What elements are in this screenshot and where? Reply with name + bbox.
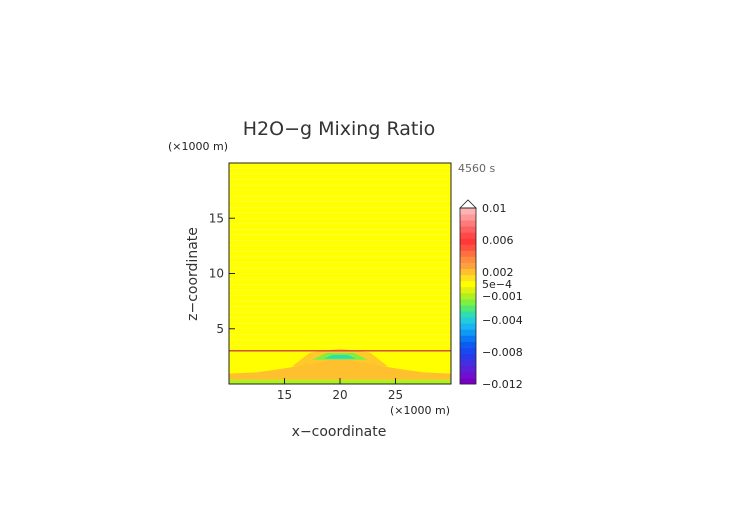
x-tick-label: 20	[332, 388, 347, 402]
colorbar-segment	[460, 214, 476, 221]
colorbar-segment	[460, 377, 476, 385]
colorbar-segment	[460, 299, 476, 306]
colorbar-segment	[460, 292, 476, 300]
colorbar-segment	[460, 347, 476, 354]
x-tick-label: 25	[388, 388, 403, 402]
colorbar-segment	[460, 280, 476, 288]
colorbar-segment	[460, 371, 476, 379]
colorbar-tick-label: 0.01	[482, 202, 507, 215]
colorbar-segment	[460, 286, 476, 294]
colorbar-segment	[460, 232, 476, 239]
colorbar-segment	[460, 268, 476, 276]
colorbar-segment	[460, 323, 476, 330]
colorbar-tick-label: −0.008	[482, 346, 523, 359]
colorbar-segment	[460, 353, 476, 361]
colorbar-tick-label: 0.006	[482, 234, 514, 247]
colorbar-segment	[460, 359, 476, 367]
colorbar-segment	[460, 250, 476, 257]
y-tick-label: 15	[209, 211, 224, 225]
x-unit-label: (×1000 m)	[390, 404, 450, 417]
colorbar-segment	[460, 256, 476, 263]
colorbar-segment	[460, 335, 476, 342]
colorbar-extension	[459, 199, 477, 209]
y-axis-ticks: 5 10 15	[209, 211, 235, 336]
x-axis-ticks: 15 20 25	[277, 378, 403, 402]
colorbar-segment	[460, 341, 476, 348]
chart-title: H2O−g Mixing Ratio	[243, 118, 435, 140]
colorbar-segment	[460, 244, 476, 251]
y-unit-label: (×1000 m)	[168, 140, 228, 153]
colorbar-segment	[460, 365, 476, 373]
y-tick-label: 5	[216, 322, 224, 336]
colorbar-tick-label: −0.004	[482, 314, 523, 327]
colorbar-segment	[460, 329, 476, 336]
colorbar-segment	[460, 305, 476, 312]
colorbar-segment	[460, 274, 476, 282]
colorbar-tick-label: 5e−4	[482, 278, 512, 291]
y-axis-label: z−coordinate	[185, 227, 201, 321]
x-tick-label: 15	[277, 388, 292, 402]
x-axis-label: x−coordinate	[292, 424, 387, 440]
colorbar-segment	[460, 226, 476, 233]
plot-area	[228, 162, 452, 385]
colorbar-segment	[460, 262, 476, 269]
colorbar-segment	[460, 311, 476, 318]
colorbar-tick-label: −0.012	[482, 378, 523, 391]
cold-core-inner	[324, 355, 356, 359]
time-label: 4560 s	[458, 162, 495, 175]
colorbar-segment	[460, 208, 476, 215]
boundary-layer	[229, 358, 451, 380]
colorbar-segment	[460, 220, 476, 227]
colorbar-segment	[460, 238, 476, 245]
y-tick-label: 10	[209, 267, 224, 281]
colorbar-tick-label: −0.001	[482, 290, 523, 303]
colorbar-segment	[460, 317, 476, 324]
colorbar-frame	[459, 207, 477, 385]
colorbar-tick-label: 0.002	[482, 266, 514, 279]
